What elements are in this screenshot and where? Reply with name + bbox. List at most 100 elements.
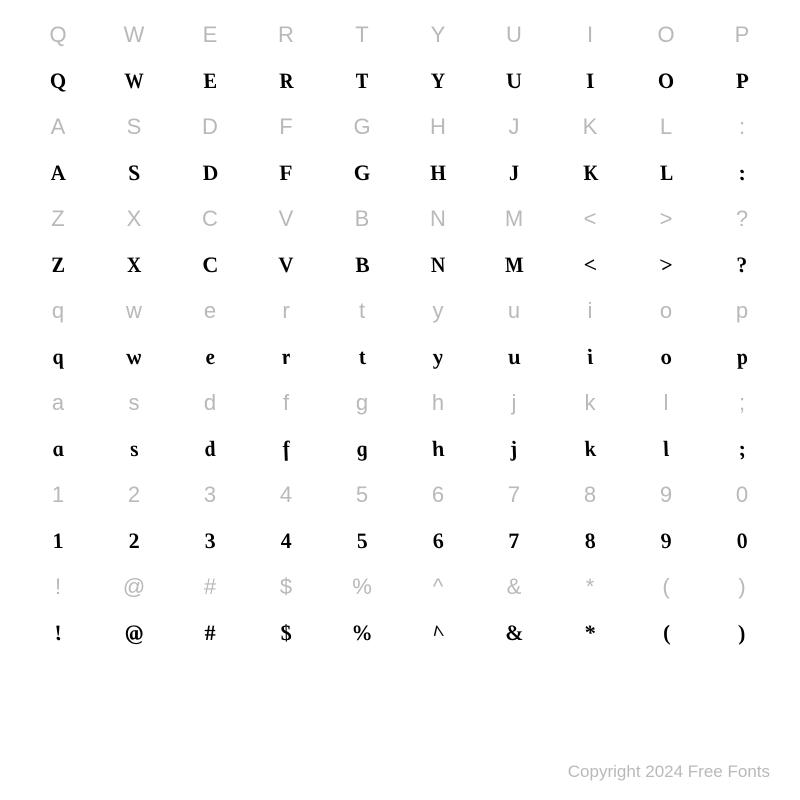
specimen-glyph: K xyxy=(547,150,633,196)
reference-glyph: ; xyxy=(704,380,780,426)
specimen-glyph: S xyxy=(91,150,177,196)
specimen-glyph: e xyxy=(167,334,253,380)
specimen-glyph: u xyxy=(471,334,557,380)
reference-glyph: 4 xyxy=(248,472,324,518)
reference-glyph: i xyxy=(552,288,628,334)
reference-glyph: * xyxy=(552,564,628,610)
reference-glyph: G xyxy=(324,104,400,150)
copyright-footer: Copyright 2024 Free Fonts xyxy=(568,762,770,782)
specimen-glyph: 3 xyxy=(167,518,253,564)
reference-glyph: 7 xyxy=(476,472,552,518)
specimen-glyph: l xyxy=(623,426,709,472)
reference-glyph: 6 xyxy=(400,472,476,518)
reference-glyph: & xyxy=(476,564,552,610)
specimen-glyph: 9 xyxy=(623,518,709,564)
specimen-glyph: 5 xyxy=(319,518,405,564)
specimen-glyph: ^ xyxy=(395,610,481,656)
specimen-glyph: & xyxy=(471,610,557,656)
reference-glyph: F xyxy=(248,104,324,150)
specimen-glyph: R xyxy=(243,58,329,104)
specimen-glyph: y xyxy=(395,334,481,380)
reference-glyph: q xyxy=(20,288,96,334)
specimen-glyph: D xyxy=(167,150,253,196)
reference-glyph: e xyxy=(172,288,248,334)
reference-glyph: a xyxy=(20,380,96,426)
reference-glyph: Z xyxy=(20,196,96,242)
specimen-glyph: o xyxy=(623,334,709,380)
reference-glyph: o xyxy=(628,288,704,334)
specimen-glyph: W xyxy=(91,58,177,104)
specimen-glyph: $ xyxy=(243,610,329,656)
specimen-glyph: a xyxy=(15,426,101,472)
specimen-glyph: g xyxy=(319,426,405,472)
reference-glyph: : xyxy=(704,104,780,150)
reference-glyph: I xyxy=(552,12,628,58)
specimen-glyph: Q xyxy=(15,58,101,104)
specimen-glyph: P xyxy=(699,58,785,104)
reference-glyph: C xyxy=(172,196,248,242)
specimen-glyph: 0 xyxy=(699,518,785,564)
reference-glyph: X xyxy=(96,196,172,242)
specimen-glyph: h xyxy=(395,426,481,472)
specimen-glyph: B xyxy=(319,242,405,288)
reference-glyph: 3 xyxy=(172,472,248,518)
specimen-glyph: X xyxy=(91,242,177,288)
reference-glyph: 2 xyxy=(96,472,172,518)
reference-glyph: @ xyxy=(96,564,172,610)
reference-glyph: % xyxy=(324,564,400,610)
specimen-glyph: Z xyxy=(15,242,101,288)
reference-glyph: 8 xyxy=(552,472,628,518)
specimen-glyph: # xyxy=(167,610,253,656)
specimen-glyph: q xyxy=(15,334,101,380)
specimen-glyph: * xyxy=(547,610,633,656)
reference-glyph: # xyxy=(172,564,248,610)
reference-glyph: h xyxy=(400,380,476,426)
specimen-glyph: > xyxy=(623,242,709,288)
specimen-glyph: k xyxy=(547,426,633,472)
reference-glyph: 0 xyxy=(704,472,780,518)
reference-glyph: U xyxy=(476,12,552,58)
reference-glyph: W xyxy=(96,12,172,58)
specimen-glyph: C xyxy=(167,242,253,288)
specimen-glyph: % xyxy=(319,610,405,656)
specimen-glyph: T xyxy=(319,58,405,104)
reference-glyph: Q xyxy=(20,12,96,58)
specimen-glyph: : xyxy=(699,150,785,196)
reference-glyph: f xyxy=(248,380,324,426)
specimen-glyph: G xyxy=(319,150,405,196)
reference-glyph: d xyxy=(172,380,248,426)
specimen-glyph: 1 xyxy=(15,518,101,564)
reference-glyph: k xyxy=(552,380,628,426)
reference-glyph: H xyxy=(400,104,476,150)
specimen-glyph: < xyxy=(547,242,633,288)
specimen-glyph: i xyxy=(547,334,633,380)
specimen-glyph: J xyxy=(471,150,557,196)
specimen-glyph: t xyxy=(319,334,405,380)
specimen-glyph: E xyxy=(167,58,253,104)
specimen-glyph: j xyxy=(471,426,557,472)
reference-glyph: T xyxy=(324,12,400,58)
reference-glyph: y xyxy=(400,288,476,334)
reference-glyph: g xyxy=(324,380,400,426)
specimen-glyph: ; xyxy=(699,426,785,472)
reference-glyph: p xyxy=(704,288,780,334)
reference-glyph: l xyxy=(628,380,704,426)
specimen-glyph: w xyxy=(91,334,177,380)
reference-glyph: E xyxy=(172,12,248,58)
specimen-glyph: H xyxy=(395,150,481,196)
reference-glyph: V xyxy=(248,196,324,242)
specimen-glyph: 8 xyxy=(547,518,633,564)
reference-glyph: w xyxy=(96,288,172,334)
specimen-glyph: V xyxy=(243,242,329,288)
specimen-glyph: ( xyxy=(623,610,709,656)
specimen-glyph: F xyxy=(243,150,329,196)
specimen-glyph: U xyxy=(471,58,557,104)
reference-glyph: L xyxy=(628,104,704,150)
reference-glyph: M xyxy=(476,196,552,242)
reference-glyph: u xyxy=(476,288,552,334)
reference-glyph: t xyxy=(324,288,400,334)
specimen-glyph: Y xyxy=(395,58,481,104)
reference-glyph: R xyxy=(248,12,324,58)
reference-glyph: > xyxy=(628,196,704,242)
specimen-glyph: s xyxy=(91,426,177,472)
